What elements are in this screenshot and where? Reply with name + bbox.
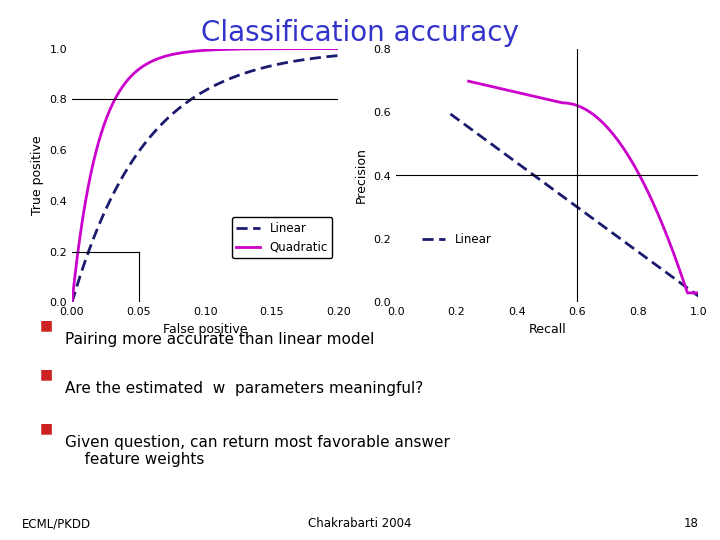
Text: Classification accuracy: Classification accuracy xyxy=(201,19,519,47)
Y-axis label: True positive: True positive xyxy=(31,136,44,215)
Text: Pairing more accurate than linear model: Pairing more accurate than linear model xyxy=(65,332,374,347)
Text: ■: ■ xyxy=(40,421,53,435)
Text: Given question, can return most favorable answer
    feature weights: Given question, can return most favorabl… xyxy=(65,435,450,467)
Legend: Linear: Linear xyxy=(417,228,496,251)
Text: ECML/PKDD: ECML/PKDD xyxy=(22,517,91,530)
Text: Are the estimated  w  parameters meaningful?: Are the estimated w parameters meaningfu… xyxy=(65,381,423,396)
Text: Chakrabarti 2004: Chakrabarti 2004 xyxy=(308,517,412,530)
X-axis label: Recall: Recall xyxy=(528,323,566,336)
Y-axis label: Precision: Precision xyxy=(355,147,368,204)
X-axis label: False positive: False positive xyxy=(163,323,248,336)
Text: ■: ■ xyxy=(40,367,53,381)
Legend: Linear, Quadratic: Linear, Quadratic xyxy=(232,217,333,259)
Text: ■: ■ xyxy=(40,319,53,333)
Text: 18: 18 xyxy=(683,517,698,530)
